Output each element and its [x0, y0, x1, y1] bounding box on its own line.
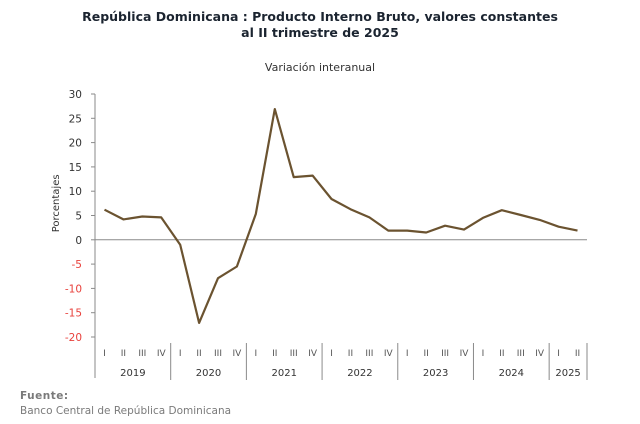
y-tick-label: 0: [75, 235, 82, 247]
x-quarter-label: IV: [233, 349, 243, 359]
y-tick-label: 30: [69, 89, 82, 101]
x-quarter-label: III: [214, 349, 222, 359]
x-quarter-label: I: [330, 349, 333, 359]
x-quarter-label: II: [575, 349, 580, 359]
x-quarter-label: II: [423, 349, 428, 359]
x-quarter-label: I: [255, 349, 258, 359]
y-tick-label: 15: [69, 162, 82, 174]
y-tick-label: -5: [72, 259, 82, 271]
x-quarter-label: III: [290, 349, 298, 359]
x-quarter-label: I: [482, 349, 485, 359]
x-year-label: 2024: [499, 368, 524, 379]
y-tick-label: 20: [69, 138, 82, 150]
x-quarter-label: II: [121, 349, 126, 359]
x-year-label: 2020: [196, 368, 221, 379]
x-quarter-label: IV: [157, 349, 167, 359]
x-quarter-label: III: [441, 349, 449, 359]
x-quarter-label: I: [103, 349, 106, 359]
x-quarter-label: II: [272, 349, 277, 359]
x-quarter-label: III: [138, 349, 146, 359]
x-quarter-label: III: [517, 349, 525, 359]
x-year-label: 2023: [423, 368, 448, 379]
y-tick-label: -10: [65, 283, 82, 295]
x-quarter-label: IV: [308, 349, 318, 359]
chart-title-line-1: República Dominicana : Producto Interno …: [82, 9, 558, 24]
x-quarter-label: II: [499, 349, 504, 359]
x-quarter-label: II: [196, 349, 201, 359]
x-quarter-label: I: [557, 349, 560, 359]
source-text: Banco Central de República Dominicana: [20, 405, 232, 417]
x-year-label: 2021: [272, 368, 297, 379]
x-quarter-label: IV: [535, 349, 545, 359]
series-line: [103, 107, 578, 324]
chart-title-line-2: al II trimestre de 2025: [241, 25, 399, 40]
y-tick-label: -15: [65, 308, 82, 320]
x-year-label: 2022: [347, 368, 372, 379]
x-quarter-label: IV: [384, 349, 394, 359]
y-tick-label: -20: [65, 332, 82, 344]
y-tick-label: 5: [75, 211, 82, 223]
x-quarter-label: I: [406, 349, 409, 359]
source-label: Fuente:: [20, 390, 69, 402]
chart-subtitle: Variación interanual: [264, 61, 376, 74]
x-year-label: 2025: [555, 368, 580, 379]
y-axis-label: Porcentajes: [51, 174, 62, 232]
x-quarter-label: III: [365, 349, 373, 359]
x-quarter-label: IV: [460, 349, 470, 359]
chart-title: República Dominicana : Producto Interno …: [0, 9, 640, 41]
y-tick-label: 10: [69, 186, 82, 198]
x-quarter-label: I: [179, 349, 182, 359]
x-year-label: 2019: [120, 368, 145, 379]
x-quarter-label: II: [348, 349, 353, 359]
y-tick-label: 25: [69, 113, 82, 125]
